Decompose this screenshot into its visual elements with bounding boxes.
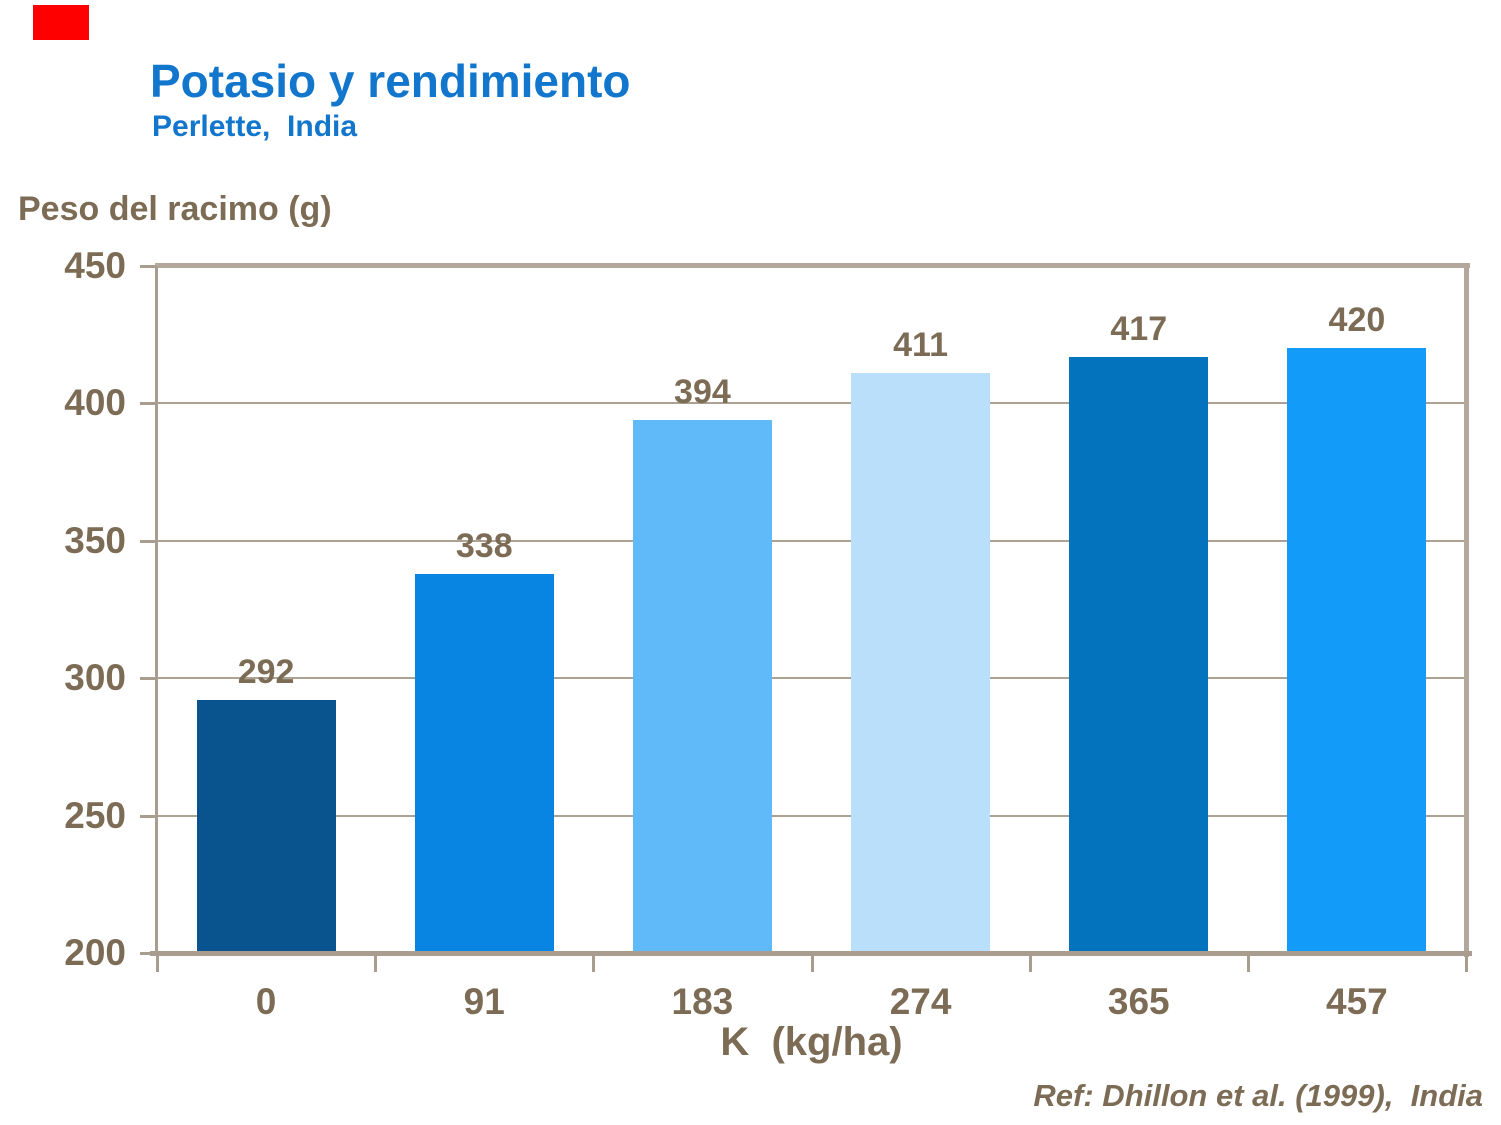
plot-border-top (155, 263, 1470, 268)
y-axis-line (155, 266, 158, 953)
x-tick (592, 956, 596, 972)
y-tick (140, 677, 155, 681)
x-tick (810, 956, 814, 972)
y-tick-label: 200 (64, 932, 126, 973)
x-tick (374, 956, 378, 972)
y-tick-label: 350 (64, 519, 126, 561)
x-tick-label: 365 (1107, 981, 1170, 1022)
bar (632, 419, 772, 951)
y-axis-title: Peso del racimo (g) (18, 190, 332, 228)
x-tick (1246, 956, 1250, 972)
bar-value-label: 411 (893, 326, 948, 365)
bar-value-label: 420 (1328, 301, 1386, 340)
bar-value-label: 394 (674, 372, 731, 411)
x-tick-label: 457 (1326, 981, 1388, 1022)
x-tick (1465, 956, 1468, 972)
plot-border-right (1464, 263, 1469, 957)
y-tick (140, 265, 155, 268)
y-tick-label: 450 (64, 245, 126, 286)
x-tick-label: 183 (671, 981, 734, 1022)
gridline (157, 539, 1466, 542)
y-tick (140, 814, 155, 818)
bar (1287, 348, 1427, 951)
x-tick (1028, 956, 1032, 972)
red-corner-mark (33, 5, 89, 40)
plot-area (157, 266, 1466, 953)
reference-text: Ref: Dhillon et al. (1999), India (1033, 1078, 1483, 1113)
y-tick-label: 400 (64, 382, 126, 424)
chart-title: Potasio y rendimiento (150, 55, 631, 107)
bar-value-label: 338 (455, 526, 513, 565)
bar-value-label: 417 (1110, 309, 1168, 348)
y-tick (140, 952, 155, 955)
bar-value-label: 292 (237, 653, 295, 692)
x-axis-title: K (kg/ha) (720, 1020, 903, 1064)
x-tick-label: 91 (463, 981, 505, 1022)
gridline (157, 402, 1466, 405)
bar (1069, 356, 1209, 951)
y-tick-label: 250 (64, 794, 126, 836)
x-tick-label: 274 (889, 981, 952, 1022)
bar (851, 373, 991, 951)
y-tick (140, 539, 155, 543)
y-tick (140, 402, 155, 406)
chart-subtitle: Perlette, India (152, 110, 358, 143)
y-tick-label: 300 (64, 657, 126, 699)
gridline (157, 814, 1466, 817)
x-axis-line (150, 951, 1472, 956)
x-tick (156, 956, 159, 972)
x-tick-label: 0 (255, 981, 277, 1022)
bar (196, 700, 336, 951)
gridline (157, 677, 1466, 680)
bar (414, 573, 554, 951)
